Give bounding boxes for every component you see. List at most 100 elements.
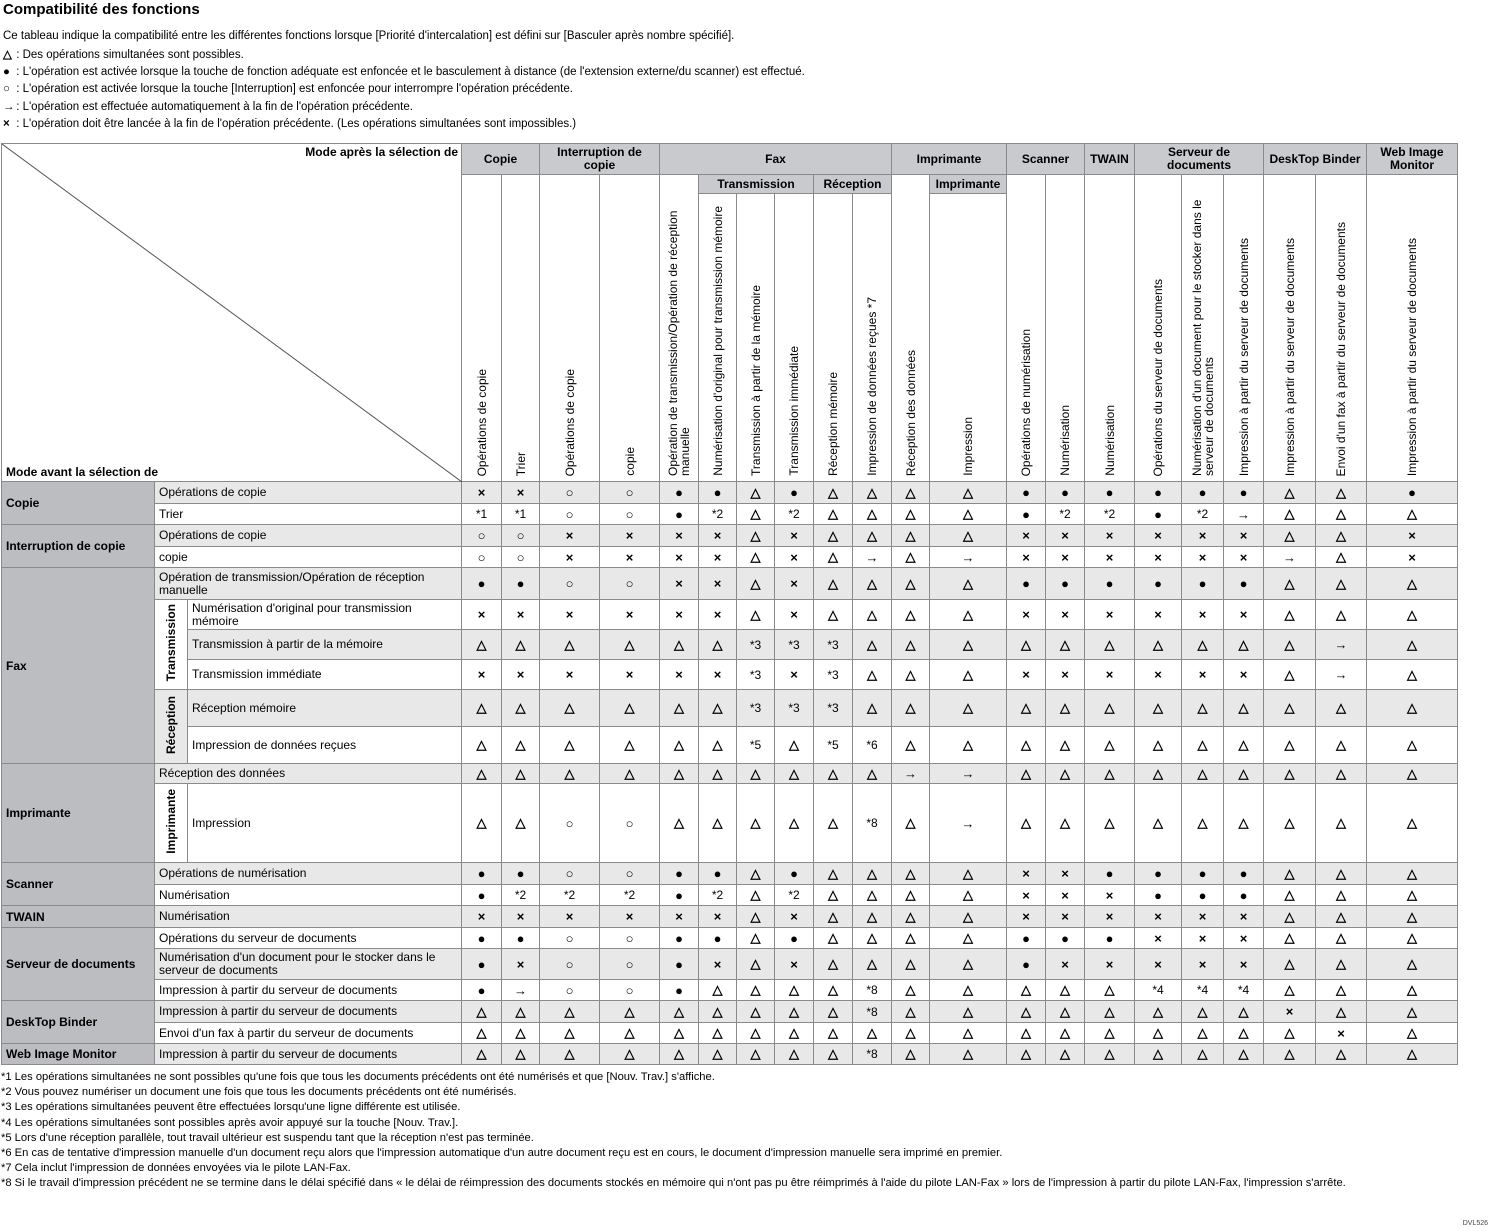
row-subgroup-text: Transmission bbox=[164, 604, 178, 682]
open-circle-icon: ○ bbox=[3, 83, 10, 96]
triangle-icon: △ bbox=[659, 1022, 699, 1044]
intro-text: Ce tableau indique la compatibilité entr… bbox=[3, 30, 735, 42]
filled-circle-icon: ● bbox=[1045, 567, 1085, 600]
triangle-icon: △ bbox=[813, 927, 853, 949]
footnote: *7 Cela inclut l'impression de données e… bbox=[1, 1162, 351, 1175]
triangle-icon: △ bbox=[813, 567, 853, 600]
filled-circle-icon: ● bbox=[1223, 884, 1264, 906]
triangle-icon: △ bbox=[736, 567, 775, 600]
triangle-icon: △ bbox=[1315, 905, 1367, 928]
open-circle-icon: ○ bbox=[599, 948, 660, 980]
column-header-label: Trier bbox=[513, 451, 528, 476]
triangle-icon: △ bbox=[461, 1043, 502, 1065]
triangle-icon: △ bbox=[1006, 629, 1046, 660]
triangle-icon: △ bbox=[461, 689, 502, 727]
cross-icon: × bbox=[599, 599, 660, 630]
triangle-icon: △ bbox=[929, 659, 1007, 690]
column-header: Opérations du serveur de documents bbox=[1134, 174, 1182, 482]
cross-icon: × bbox=[1181, 927, 1224, 949]
cross-icon: × bbox=[461, 481, 502, 504]
cross-icon: × bbox=[1181, 905, 1224, 928]
table-row: Envoi d'un fax à partir du serveur de do… bbox=[2, 1022, 1458, 1044]
triangle-icon: △ bbox=[1084, 1043, 1135, 1065]
cross-icon: × bbox=[1223, 905, 1264, 928]
filled-circle-icon: ● bbox=[1134, 503, 1182, 525]
triangle-icon: △ bbox=[1134, 629, 1182, 660]
open-circle-icon: ○ bbox=[599, 783, 660, 863]
triangle-icon: △ bbox=[1263, 905, 1316, 928]
triangle-icon: △ bbox=[852, 905, 892, 928]
triangle-icon: △ bbox=[1045, 689, 1085, 727]
filled-circle-icon: ● bbox=[461, 948, 502, 980]
triangle-icon: △ bbox=[852, 862, 892, 885]
triangle-icon: △ bbox=[1366, 1000, 1458, 1023]
triangle-icon: △ bbox=[736, 503, 775, 525]
triangle-icon: △ bbox=[1045, 726, 1085, 764]
cross-icon: × bbox=[1084, 884, 1135, 906]
filled-circle-icon: ● bbox=[1084, 567, 1135, 600]
triangle-icon: △ bbox=[539, 1043, 600, 1065]
table-row: TWAIN Numérisation × × × × × × △ × △ △ △ △ × × × × × × △ △ △ bbox=[1, 905, 1458, 928]
legend-text: : Des opérations simultanées sont possib… bbox=[13, 49, 244, 61]
cross-icon: × bbox=[774, 948, 814, 980]
triangle-icon: △ bbox=[1223, 763, 1264, 784]
triangle-icon: △ bbox=[813, 481, 853, 504]
cross-icon: × bbox=[3, 117, 10, 130]
footnote-ref: *8 bbox=[852, 783, 892, 863]
triangle-icon: △ bbox=[1045, 979, 1085, 1001]
triangle-icon: △ bbox=[1045, 629, 1085, 660]
triangle-icon: △ bbox=[659, 783, 699, 863]
column-header: Opérations de copie bbox=[539, 174, 600, 482]
triangle-icon: △ bbox=[852, 948, 892, 980]
table-row: Transmission Numérisation d'original pour… bbox=[2, 599, 1458, 690]
triangle-icon: △ bbox=[891, 1022, 930, 1044]
triangle-icon: △ bbox=[929, 905, 1007, 928]
triangle-icon: △ bbox=[1181, 629, 1224, 660]
column-group-header: Copie bbox=[461, 143, 540, 175]
triangle-icon: △ bbox=[852, 659, 892, 690]
corner-after-label: Mode après la sélection de bbox=[305, 145, 458, 159]
triangle-icon: △ bbox=[1084, 783, 1135, 863]
row-label: Opérations de numérisation bbox=[154, 862, 462, 885]
footnote-ref: *1 bbox=[501, 503, 540, 525]
triangle-icon: △ bbox=[891, 567, 930, 600]
cross-icon: × bbox=[698, 567, 737, 600]
cross-icon: × bbox=[698, 546, 737, 568]
cross-icon: × bbox=[1084, 599, 1135, 630]
triangle-icon: △ bbox=[1134, 689, 1182, 727]
figure-code: DVL526 bbox=[1462, 1220, 1488, 1227]
row-group-label: DeskTop Binder bbox=[1, 1000, 155, 1044]
triangle-icon: △ bbox=[1315, 979, 1367, 1001]
footnote-ref: *4 bbox=[1181, 979, 1224, 1001]
cross-icon: × bbox=[698, 524, 737, 547]
table-row: Copie Opérations de copie × × ○ ○ ● ● △ ● △ △ △ △ ● ● ● ●… bbox=[1, 481, 1458, 525]
triangle-icon: △ bbox=[1263, 1022, 1316, 1044]
cross-icon: × bbox=[1084, 905, 1135, 928]
column-header-label: Réception mémoire bbox=[826, 371, 840, 476]
triangle-icon: △ bbox=[813, 783, 853, 863]
cross-icon: × bbox=[1006, 862, 1046, 885]
cross-icon: × bbox=[461, 905, 502, 928]
triangle-icon: △ bbox=[1045, 1043, 1085, 1065]
filled-circle-icon: ● bbox=[1006, 927, 1046, 949]
triangle-icon: △ bbox=[1006, 1022, 1046, 1044]
triangle-icon: △ bbox=[929, 503, 1007, 525]
open-circle-icon: ○ bbox=[461, 546, 502, 568]
cross-icon: × bbox=[659, 567, 699, 600]
column-header: Opération de transmission/Opération de r… bbox=[659, 174, 699, 482]
row-label: Transmission immédiate bbox=[187, 659, 462, 690]
triangle-icon: △ bbox=[1366, 862, 1458, 885]
triangle-icon: △ bbox=[1366, 726, 1458, 764]
triangle-icon: △ bbox=[891, 726, 930, 764]
triangle-icon: △ bbox=[736, 481, 775, 504]
cross-icon: × bbox=[1134, 599, 1182, 630]
cross-icon: × bbox=[1181, 546, 1224, 568]
triangle-icon: △ bbox=[852, 524, 892, 547]
triangle-icon: △ bbox=[736, 979, 775, 1001]
column-header-label: Opérations du serveur de documents bbox=[1151, 278, 1165, 476]
cross-icon: × bbox=[1134, 905, 1182, 928]
triangle-icon: △ bbox=[698, 979, 737, 1001]
column-group-header: DeskTop Binder bbox=[1263, 143, 1367, 175]
filled-circle-icon: ● bbox=[698, 862, 737, 885]
legend-item: → : L'opération est effectuée automatiqu… bbox=[3, 99, 805, 116]
